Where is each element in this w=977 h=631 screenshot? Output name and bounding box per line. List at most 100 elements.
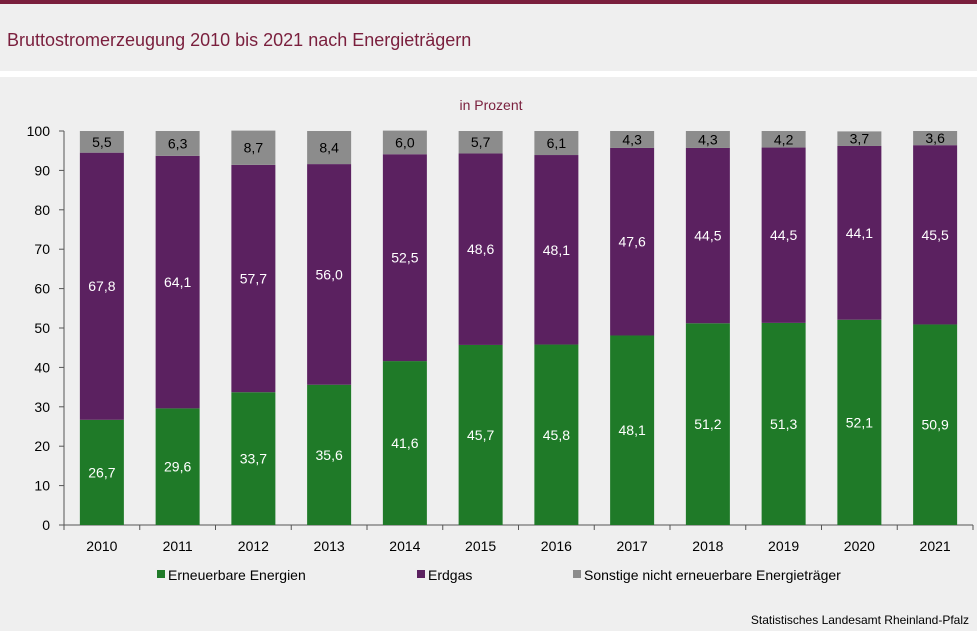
bar-segment — [231, 164, 276, 393]
bar-segment — [155, 408, 200, 525]
bar-segment — [685, 323, 730, 525]
legend-label: Erneuerbare Energien — [168, 567, 306, 583]
bar-segment — [382, 361, 427, 525]
y-tick-label: 100 — [27, 123, 51, 139]
data-label: 26,7 — [88, 464, 115, 480]
x-tick-label: 2015 — [465, 538, 496, 554]
bar-segment — [913, 131, 958, 146]
data-label: 44,1 — [846, 225, 873, 241]
data-label: 33,7 — [240, 451, 267, 467]
legend-swatch — [417, 570, 425, 578]
data-label: 6,0 — [395, 134, 415, 150]
data-label: 47,6 — [619, 234, 646, 250]
data-label: 4,3 — [698, 131, 718, 147]
data-label: 64,1 — [164, 274, 191, 290]
bar-segment — [685, 131, 730, 148]
page-title: Bruttostromerzeugung 2010 bis 2021 nach … — [7, 30, 472, 50]
data-label: 56,0 — [316, 266, 343, 282]
data-label: 52,5 — [391, 250, 418, 266]
bar-segment — [761, 322, 806, 525]
bar-segment — [307, 131, 352, 165]
y-tick-label: 60 — [34, 281, 50, 297]
bar-segment — [458, 131, 503, 154]
y-tick-label: 80 — [34, 202, 50, 218]
data-label: 4,2 — [774, 131, 794, 147]
bar-segment — [79, 131, 124, 153]
x-tick-label: 2021 — [920, 538, 951, 554]
data-label: 6,1 — [547, 135, 567, 151]
data-label: 3,6 — [925, 130, 945, 146]
y-tick-label: 90 — [34, 162, 50, 178]
x-tick-label: 2020 — [844, 538, 875, 554]
x-tick-label: 2016 — [541, 538, 572, 554]
data-label: 48,6 — [467, 241, 494, 257]
bar-segment — [913, 324, 958, 525]
y-tick-label: 50 — [34, 320, 50, 336]
x-tick-label: 2012 — [238, 538, 269, 554]
data-label: 67,8 — [88, 278, 115, 294]
top-accent-rule — [0, 0, 977, 4]
data-label: 52,1 — [846, 414, 873, 430]
bar-segment — [913, 145, 958, 325]
data-label: 45,7 — [467, 427, 494, 443]
bar-segment — [837, 145, 882, 320]
data-label: 8,4 — [319, 140, 339, 156]
bar-segment — [761, 147, 806, 323]
stacked-bar-chart: in Prozent 0 10 20 30 40 50 60 70 80 90 100 26,7 67,8… — [0, 77, 977, 599]
y-tick-label: 10 — [34, 478, 50, 494]
x-tick-label: 2017 — [617, 538, 648, 554]
bar-segment — [761, 131, 806, 148]
y-tick-label: 20 — [34, 438, 50, 454]
x-tick-label: 2011 — [163, 538, 193, 554]
bar-segment — [534, 155, 579, 345]
data-label: 51,3 — [770, 416, 797, 432]
bar-segment — [837, 131, 882, 146]
bar-segment — [837, 319, 882, 525]
bar-segment — [79, 419, 124, 525]
bar-segment — [231, 130, 276, 165]
bar-segment — [307, 164, 352, 385]
bar-segment — [307, 384, 352, 525]
legend-swatch — [157, 570, 165, 578]
bar-segment — [155, 155, 200, 409]
chart-subtitle: in Prozent — [459, 97, 522, 113]
legend-label: Sonstige nicht erneuerbare Energieträger — [584, 567, 841, 583]
bar-segment — [685, 147, 730, 324]
bar-segment — [382, 154, 427, 362]
x-tick-label: 2013 — [314, 538, 345, 554]
legend-label: Erdgas — [428, 567, 472, 583]
data-label: 44,5 — [770, 227, 797, 243]
data-label: 35,6 — [316, 447, 343, 463]
x-tick-label: 2019 — [768, 538, 799, 554]
y-tick-label: 0 — [42, 517, 50, 533]
bar-segment — [458, 153, 503, 345]
y-tick-label: 70 — [34, 241, 50, 257]
bar-segment — [610, 335, 655, 525]
data-label: 5,7 — [471, 134, 491, 150]
data-label: 50,9 — [922, 417, 949, 433]
data-label: 57,7 — [240, 271, 267, 287]
x-tick-label: 2010 — [86, 538, 117, 554]
data-label: 45,8 — [543, 427, 570, 443]
bar-segment — [534, 344, 579, 525]
data-label: 41,6 — [391, 435, 418, 451]
bar-segment — [79, 152, 124, 420]
data-label: 5,5 — [92, 134, 112, 150]
bar-segment — [610, 131, 655, 148]
data-label: 51,2 — [694, 416, 721, 432]
bar-segment — [534, 131, 579, 156]
title-separator — [0, 71, 977, 77]
legend-swatch — [573, 570, 581, 578]
bar-segment — [231, 392, 276, 525]
data-label: 3,7 — [850, 131, 870, 147]
bar-segment — [155, 131, 200, 156]
y-tick-label: 40 — [34, 359, 50, 375]
data-label: 44,5 — [694, 228, 721, 244]
x-tick-label: 2014 — [389, 538, 420, 554]
source-note: Statistisches Landesamt Rheinland-Pfalz — [750, 613, 969, 627]
data-label: 45,5 — [922, 227, 949, 243]
y-tick-label: 30 — [34, 399, 50, 415]
data-label: 29,6 — [164, 459, 191, 475]
bar-segment — [382, 130, 427, 155]
data-label: 4,3 — [622, 131, 642, 147]
